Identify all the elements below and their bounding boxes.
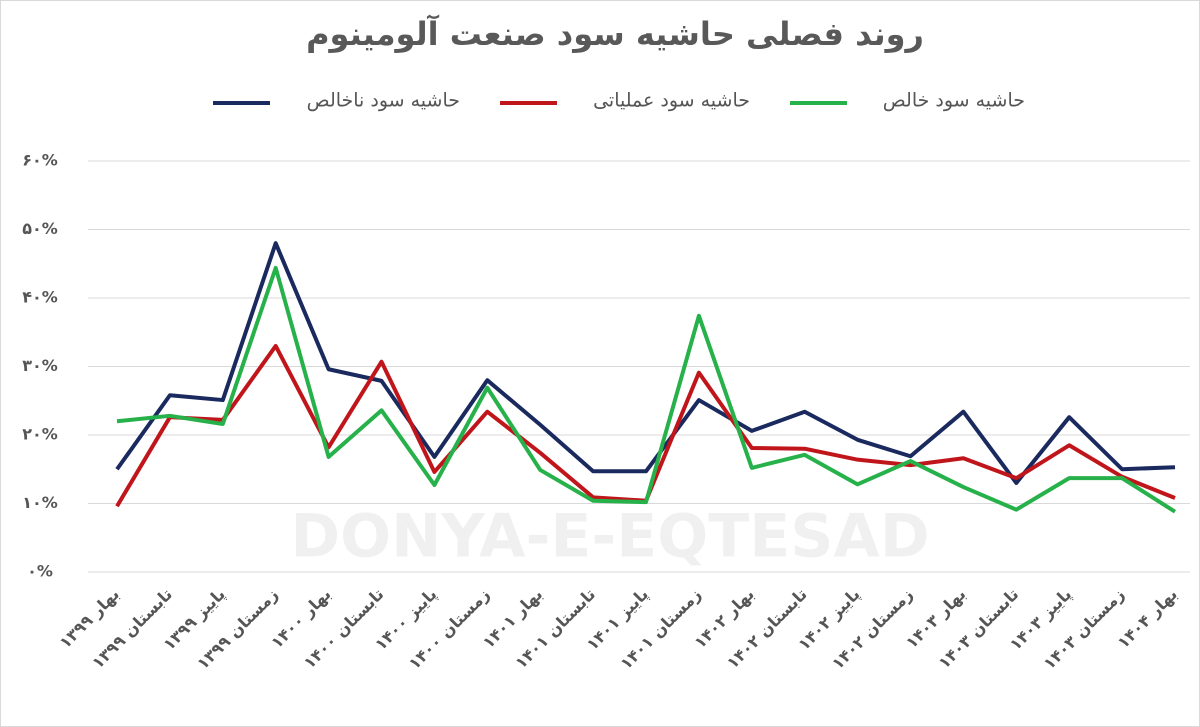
y-tick-label: ۰% bbox=[27, 562, 53, 581]
legend-label: حاشیه سود عملیاتی bbox=[593, 90, 750, 112]
legend-label: حاشیه سود خالص bbox=[883, 90, 1025, 112]
y-tick-label: ۶۰% bbox=[22, 151, 58, 170]
series-line bbox=[115, 241, 1176, 485]
y-tick-label: ۲۰% bbox=[22, 425, 58, 444]
chart-title: روند فصلی حاشیه سود صنعت آلومینوم bbox=[306, 14, 924, 53]
y-tick-label: ۴۰% bbox=[22, 288, 58, 307]
y-tick-label: ۵۰% bbox=[22, 219, 58, 238]
y-tick-label: ۱۰% bbox=[22, 493, 58, 512]
legend-label: حاشیه سود ناخالص bbox=[307, 90, 460, 112]
y-tick-label: ۳۰% bbox=[22, 356, 58, 375]
watermark: DONYA-E-EQTESAD bbox=[290, 502, 929, 572]
series-line bbox=[116, 265, 1177, 514]
